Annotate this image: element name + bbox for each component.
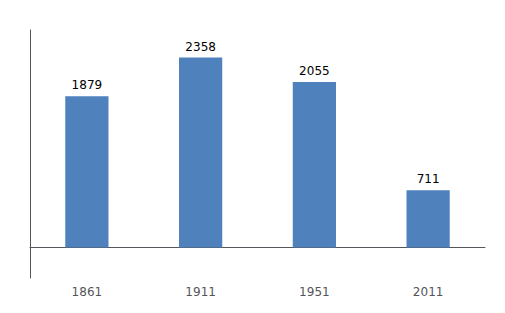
- svg-text:1951: 1951: [299, 285, 330, 299]
- svg-text:1911: 1911: [185, 285, 216, 299]
- svg-text:2358: 2358: [185, 40, 216, 54]
- svg-text:2055: 2055: [299, 64, 330, 78]
- svg-text:1879: 1879: [72, 78, 103, 92]
- svg-text:1861: 1861: [72, 285, 103, 299]
- svg-text:711: 711: [417, 172, 440, 186]
- svg-text:2011: 2011: [413, 285, 444, 299]
